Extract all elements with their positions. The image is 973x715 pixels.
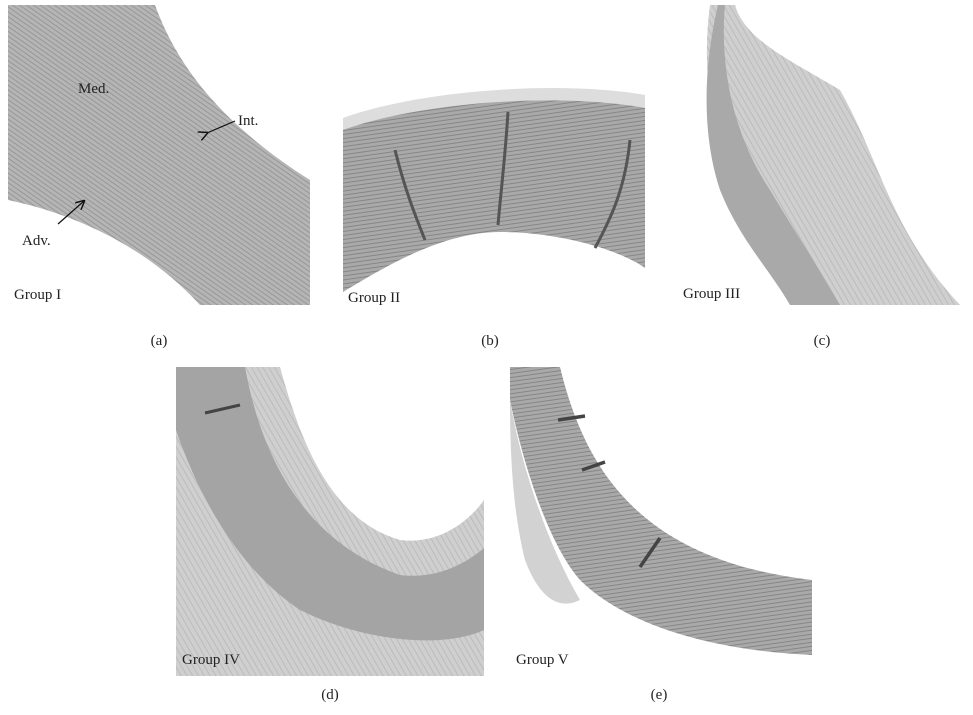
page: Med. Int. Adv. Group I (a) Group II (b) …: [0, 0, 973, 710]
annotation: Med.: [78, 81, 109, 97]
caption: (b): [481, 333, 499, 349]
panel-a: Med. Int. Adv. Group I (a): [8, 5, 310, 349]
panel-d: Group IV (d): [176, 367, 484, 703]
figure: Med. Int. Adv. Group I (a) Group II (b) …: [0, 0, 973, 710]
annotation: Adv.: [22, 233, 51, 249]
caption: (a): [151, 333, 168, 349]
annotation: Int.: [238, 113, 258, 129]
group-label: Group V: [516, 652, 569, 668]
panel-e: Group V (e): [510, 367, 812, 703]
caption: (d): [321, 687, 339, 703]
panel-b: Group II (b): [343, 8, 645, 349]
group-label: Group II: [348, 290, 400, 306]
group-label: Group III: [683, 286, 740, 302]
caption: (e): [651, 687, 668, 703]
panel-c: Group III (c): [677, 5, 965, 349]
group-label: Group I: [14, 287, 61, 303]
group-label: Group IV: [182, 652, 240, 668]
caption: (c): [814, 333, 831, 349]
